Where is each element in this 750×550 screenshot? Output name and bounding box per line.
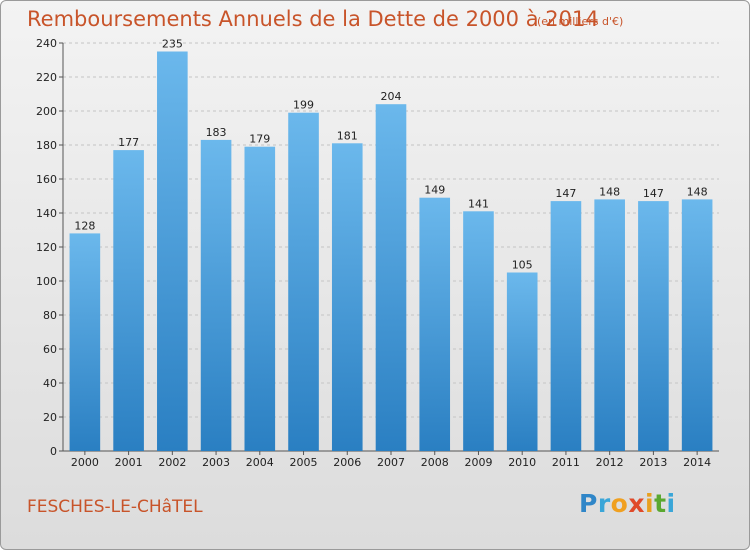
bar — [244, 146, 276, 451]
bar — [594, 199, 625, 451]
value-labels: 128 177 235 183 179 199 181 204 149 141 105 147 148 1… — [74, 38, 707, 272]
y-tick-label: 100 — [36, 275, 57, 288]
y-tick-label: 120 — [36, 241, 57, 254]
value-label: 199 — [293, 99, 314, 112]
value-label: 183 — [206, 126, 227, 139]
y-tick-label: 200 — [36, 105, 57, 118]
x-tick-label: 2000 — [71, 456, 99, 469]
value-label: 235 — [162, 38, 183, 51]
value-label: 181 — [337, 129, 358, 142]
y-tick-label: 240 — [36, 37, 57, 50]
y-tick-label: 20 — [43, 411, 57, 424]
bar — [200, 139, 232, 451]
logo-letter: t — [654, 489, 667, 518]
value-label: 128 — [74, 219, 95, 232]
x-tick-label: 2009 — [464, 456, 492, 469]
bar — [288, 112, 319, 451]
bar — [550, 201, 582, 451]
y-tick-label: 0 — [50, 445, 57, 458]
value-label: 147 — [555, 187, 576, 200]
x-tick-label: 2012 — [596, 456, 624, 469]
x-tick-label: 2011 — [552, 456, 580, 469]
bar — [506, 272, 538, 451]
x-tick-label: 2002 — [158, 456, 186, 469]
y-tick-label: 60 — [43, 343, 57, 356]
logo-letter: i — [666, 489, 676, 518]
bars — [69, 51, 713, 452]
y-tick-label: 180 — [36, 139, 57, 152]
value-label: 148 — [599, 185, 620, 198]
value-label: 141 — [468, 197, 489, 210]
x-tick-label: 2003 — [202, 456, 230, 469]
x-tick-label: 2014 — [683, 456, 711, 469]
proxiti-logo: Proxiti — [579, 489, 676, 518]
logo-letter: o — [610, 489, 629, 518]
y-tick-label: 160 — [36, 173, 57, 186]
x-tick-label: 2008 — [421, 456, 449, 469]
bar — [69, 233, 101, 451]
bar — [419, 197, 451, 451]
x-tick-label: 2005 — [290, 456, 318, 469]
bar — [638, 201, 669, 451]
y-tick-label: 40 — [43, 377, 57, 390]
unit-label: (en milliers d'€) — [537, 15, 624, 28]
x-tick-label: 2013 — [639, 456, 667, 469]
x-tick-label: 2010 — [508, 456, 536, 469]
bar — [331, 143, 363, 452]
x-tick-label: 2006 — [333, 456, 361, 469]
logo-letter: P — [579, 489, 598, 518]
logo-letter: i — [645, 489, 655, 518]
x-tick-label: 2004 — [246, 456, 274, 469]
value-label: 149 — [424, 184, 445, 197]
value-label: 204 — [381, 90, 402, 103]
y-tick-label: 80 — [43, 309, 57, 322]
logo-letter: x — [628, 489, 645, 518]
chart-title: Remboursements Annuels de la Dette de 20… — [27, 7, 599, 31]
x-tick-label: 2007 — [377, 456, 405, 469]
bar — [375, 104, 407, 451]
y-tick-label: 140 — [36, 207, 57, 220]
y-tick-label: 220 — [36, 71, 57, 84]
logo-letter: r — [597, 489, 611, 518]
value-label: 148 — [687, 185, 708, 198]
bar — [157, 51, 188, 451]
value-label: 179 — [249, 133, 270, 146]
value-label: 147 — [643, 187, 664, 200]
bar — [113, 150, 144, 451]
x-tick-label: 2001 — [115, 456, 143, 469]
bar — [463, 211, 494, 451]
value-label: 105 — [512, 259, 533, 272]
commune-name: FESCHES-LE-CHâTEL — [27, 497, 203, 517]
value-label: 177 — [118, 136, 139, 149]
axes: 0 20 40 60 80 100 120 140 160 180 200 220 240 2000 200… — [36, 37, 719, 469]
bar — [681, 199, 713, 451]
